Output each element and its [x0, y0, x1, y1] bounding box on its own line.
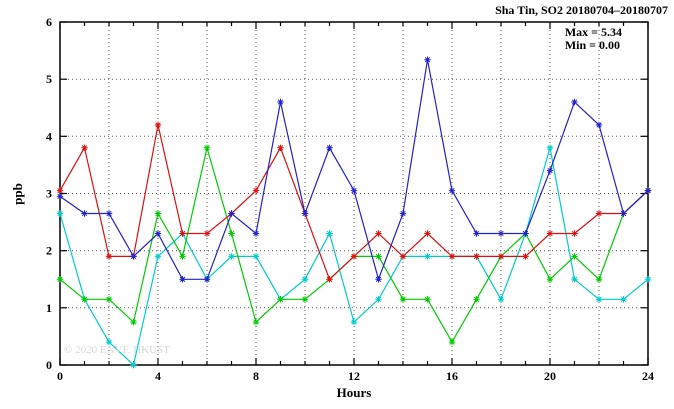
svg-text:8: 8	[253, 369, 259, 383]
min-value-label: Min = 0.00	[564, 38, 620, 52]
svg-text:4: 4	[155, 369, 161, 383]
svg-text:0: 0	[46, 358, 52, 372]
svg-text:6: 6	[46, 15, 52, 29]
svg-text:0: 0	[57, 369, 63, 383]
svg-text:1: 1	[46, 301, 52, 315]
y-axis-label: ppb	[10, 183, 25, 205]
svg-text:5: 5	[46, 72, 52, 86]
chart-title: Sha Tin, SO2 20180704–20180707	[495, 3, 668, 17]
max-value-label: Max = 5.34	[564, 25, 622, 39]
watermark: © 2020 ENVF, HKUST	[64, 344, 170, 356]
max-min-annotation: Max = 5.34 Min = 0.00	[565, 26, 622, 52]
svg-text:20: 20	[544, 369, 556, 383]
svg-text:3: 3	[46, 187, 52, 201]
svg-text:4: 4	[46, 129, 52, 143]
svg-text:12: 12	[348, 369, 360, 383]
svg-text:24: 24	[642, 369, 654, 383]
svg-text:2: 2	[46, 244, 52, 258]
x-axis-label: Hours	[336, 385, 372, 400]
svg-text:16: 16	[446, 369, 458, 383]
